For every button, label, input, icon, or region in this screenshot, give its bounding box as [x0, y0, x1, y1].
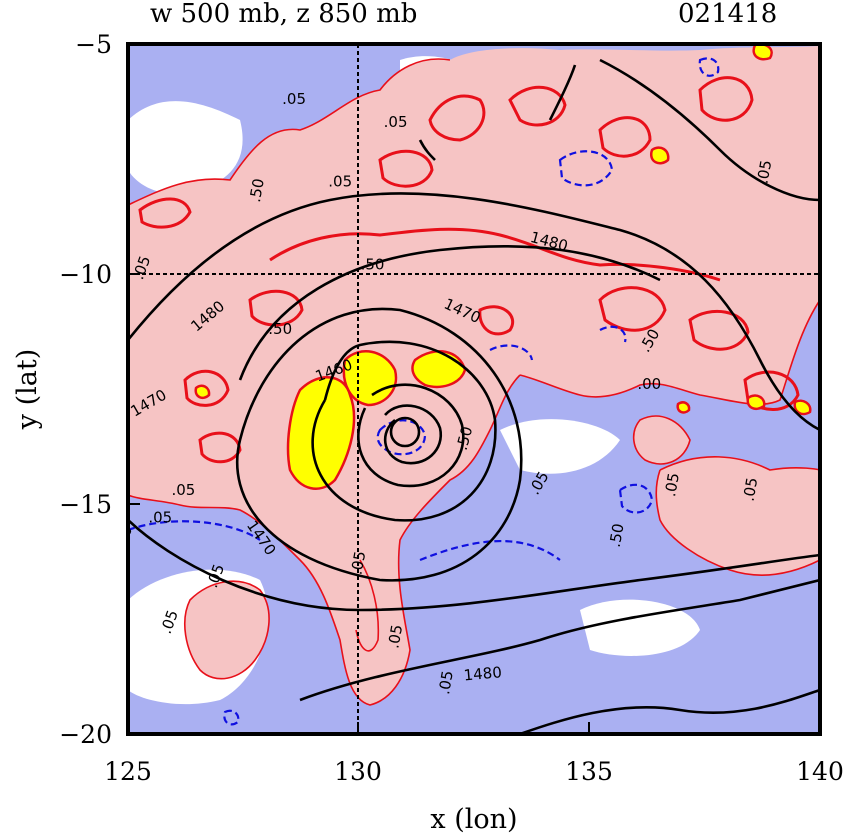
reference-grid: [128, 44, 820, 734]
w-contour-label: .05: [384, 623, 406, 650]
positive-region-southeast: [656, 456, 820, 576]
height-contour-label: 1480: [463, 663, 503, 684]
x-tick-label: 125: [104, 757, 152, 786]
x-axis-label: x (lon): [430, 804, 517, 835]
w-contour-label: .50: [268, 320, 292, 338]
w-contour-label: .05: [661, 471, 683, 498]
w-contour-label: .05: [347, 550, 369, 577]
w-contour-label: .50: [361, 255, 385, 273]
title-right: 021418: [678, 0, 777, 29]
w-contours-positive-thin: [128, 58, 820, 706]
w-contour-label: .05: [435, 669, 457, 696]
y-tick-label: −5: [75, 30, 112, 59]
w-contour-label: .50: [606, 522, 628, 549]
w-contour-label: .05: [282, 90, 306, 108]
x-tick-label: 135: [565, 757, 613, 786]
plot-frame: [126, 42, 822, 736]
w-contour-label: .05: [384, 113, 408, 131]
y-tick-label: −15: [59, 490, 112, 519]
w-contour-label: .50: [246, 177, 268, 204]
w-contour-label: .05: [148, 508, 172, 526]
positive-region-southwest: [184, 581, 270, 679]
y-tick-label: −10: [59, 260, 112, 289]
w-contour-label: .05: [171, 481, 195, 499]
axis-ticks: [127, 43, 821, 735]
y-axis-label: y (lat): [12, 349, 43, 431]
height-contours: [128, 58, 820, 734]
x-tick-label: 130: [334, 757, 382, 786]
x-tick-label: 140: [796, 757, 844, 786]
y-tick-label: −20: [59, 720, 112, 749]
title-left: w 500 mb, z 850 mb: [150, 0, 417, 29]
w-contour-label: .05: [328, 173, 352, 191]
w-contour-label: .00: [637, 375, 661, 393]
w-cores-strong: [194, 44, 812, 490]
positive-region-east: [633, 416, 690, 464]
w-contours-positive-thick: [138, 76, 800, 464]
w-contour-label: .05: [753, 159, 775, 186]
w-contour-label: .50: [453, 424, 477, 452]
w-contours-negative: [128, 57, 720, 726]
plot-area: 14801470146014701480148014701460.05.05.0…: [128, 44, 820, 734]
w-contour-label: .05: [740, 476, 762, 503]
